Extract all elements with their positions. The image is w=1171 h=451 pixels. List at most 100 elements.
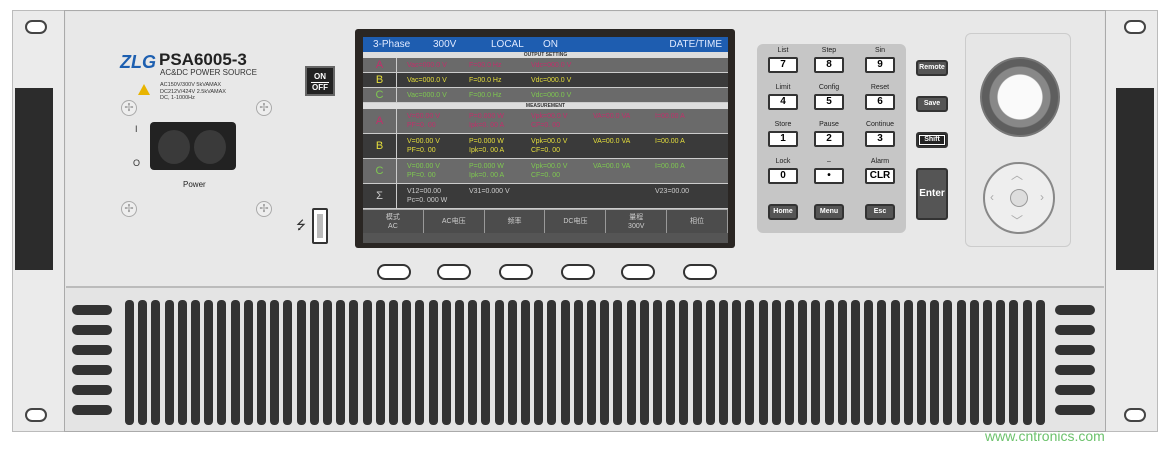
phase-label: C xyxy=(363,159,397,183)
key-function-label: Pause xyxy=(819,121,839,128)
key-•[interactable]: • xyxy=(814,168,844,184)
vent-slot xyxy=(534,300,544,425)
softkey-label[interactable]: AC电压 xyxy=(424,210,485,233)
row-values: Vac=000.0 V F=00.0 Hz Vdc=000.0 V xyxy=(397,73,728,87)
row-values: V=00.00 V P=0.000 W Vpk=00.0 V VA=00.0 VA I=… xyxy=(397,134,728,158)
softkey-label[interactable]: 量程 300V xyxy=(606,210,668,233)
softkey-button[interactable] xyxy=(499,264,533,280)
softkey-button[interactable] xyxy=(561,264,595,280)
datetime: DATE/TIME xyxy=(669,39,722,50)
softkey-text: 频率 xyxy=(507,218,522,225)
rotary-knob[interactable] xyxy=(980,57,1060,137)
mode-status: 3-Phase xyxy=(373,39,411,50)
key-4[interactable]: 4 xyxy=(768,94,798,110)
reading-value: Ipk=0. 00 A xyxy=(469,122,505,129)
screen-row-output: B Vac=000.0 V F=00.0 Hz Vdc=000.0 V xyxy=(363,73,728,88)
key-9[interactable]: 9 xyxy=(865,57,895,73)
phase-label: A xyxy=(363,58,397,72)
left-arrow-button[interactable]: ‹ xyxy=(990,190,994,204)
enter-button[interactable]: Enter xyxy=(916,168,948,220)
softkey-text: AC电压 xyxy=(441,218,466,225)
key-function-label: Limit xyxy=(775,84,791,91)
phase-label: B xyxy=(363,73,397,87)
vent-slot xyxy=(692,300,702,425)
softkey-button[interactable] xyxy=(377,264,411,280)
reading-value xyxy=(531,196,593,205)
vent-slot xyxy=(824,300,834,425)
reading-value: I=00.00 A xyxy=(655,163,685,170)
softkey-text: 模式 xyxy=(385,213,400,221)
reading-value: Vpk=00.0 V xyxy=(531,138,568,145)
esc-button[interactable]: Esc xyxy=(865,204,895,220)
softkey-text: 量程 xyxy=(629,213,644,221)
reading-value: PF=0. 00 xyxy=(407,147,436,154)
menu-button[interactable]: Menu xyxy=(814,204,844,220)
phase-label: C xyxy=(363,88,397,102)
reading-value: PF=0. 00 xyxy=(407,122,436,129)
softkey-label[interactable]: 相位 xyxy=(667,210,728,233)
vent-slot xyxy=(521,300,530,425)
key-CLR[interactable]: CLR xyxy=(865,168,895,184)
softkey-label[interactable]: 模式 AC xyxy=(363,210,424,233)
softkey-button[interactable] xyxy=(683,264,717,280)
right-arrow-button[interactable]: › xyxy=(1040,190,1044,204)
softkey-label[interactable]: 频率 xyxy=(485,210,546,233)
reading-value: Vpk=00.0 V xyxy=(531,113,568,120)
vent-slot xyxy=(283,300,293,425)
range-status: 300V xyxy=(433,39,457,50)
screw-icon: ✢ xyxy=(256,201,272,217)
vent-slot xyxy=(507,300,517,425)
brand-logo: ZLG xyxy=(120,52,156,72)
key-function-label: Step xyxy=(821,47,837,54)
vent-slot xyxy=(375,300,385,425)
switch-off-label: OFF xyxy=(311,82,329,92)
key-2[interactable]: 2 xyxy=(814,131,844,147)
usb-port[interactable] xyxy=(312,208,328,244)
screen-row-measure: C V=00.00 V P=0.000 W Vpk=00.0 V VA=00.0 VA I… xyxy=(363,159,728,184)
key-1[interactable]: 1 xyxy=(768,131,798,147)
key-6[interactable]: 6 xyxy=(865,94,895,110)
rocker-right xyxy=(194,130,226,164)
key-3[interactable]: 3 xyxy=(865,131,895,147)
remote-button[interactable]: Remote xyxy=(916,60,948,76)
vent-slot xyxy=(402,300,412,425)
screw-icon: ✢ xyxy=(256,100,272,116)
reading-value: I=00.00 A xyxy=(655,138,685,145)
down-arrow-button[interactable]: ﹀ xyxy=(1011,214,1024,228)
screen-row-measure: B V=00.00 V P=0.000 W Vpk=00.0 V VA=00.0 VA I… xyxy=(363,134,728,159)
softkey-button[interactable] xyxy=(437,264,471,280)
key-5[interactable]: 5 xyxy=(814,94,844,110)
key-7[interactable]: 7 xyxy=(768,57,798,73)
vent-slot xyxy=(177,300,187,425)
left-handle[interactable] xyxy=(15,88,53,270)
key-0[interactable]: 0 xyxy=(768,168,798,184)
reading-value: VA=00.0 VA xyxy=(593,138,631,145)
dpad-center-button[interactable] xyxy=(1010,189,1028,207)
shift-button[interactable]: Shift xyxy=(916,132,948,148)
output-setting-heading: OUTPUT SETTING xyxy=(363,52,728,58)
softkey-text: DC电压 xyxy=(563,218,588,225)
vent-slot xyxy=(362,300,372,425)
vent-slot xyxy=(323,300,332,425)
status-header: 3-Phase 300V LOCAL ON DATE/TIME xyxy=(363,37,728,52)
vent-slot xyxy=(864,300,874,425)
vent-slot xyxy=(732,300,742,425)
vent-slot xyxy=(560,300,570,425)
power-switch[interactable]: ON OFF xyxy=(305,66,335,96)
right-handle[interactable] xyxy=(1116,88,1154,270)
vent-slot xyxy=(494,300,504,425)
side-vent-slot xyxy=(72,305,112,315)
side-vent-slot xyxy=(72,325,112,335)
power-rocker[interactable] xyxy=(150,122,236,170)
product-subtitle: AC&DC POWER SOURCE xyxy=(160,68,257,77)
side-vent-slot xyxy=(72,385,112,395)
reading-value: CF=0. 00 xyxy=(531,147,560,154)
home-button[interactable]: Home xyxy=(768,204,798,220)
up-arrow-button[interactable]: ︿ xyxy=(1011,168,1024,182)
softkey-button[interactable] xyxy=(621,264,655,280)
reading-value: V=00.00 V xyxy=(407,163,440,170)
key-8[interactable]: 8 xyxy=(814,57,844,73)
save-button[interactable]: Save xyxy=(916,96,948,112)
softkey-label[interactable]: DC电压 xyxy=(545,210,607,233)
vent-slot xyxy=(877,300,887,425)
